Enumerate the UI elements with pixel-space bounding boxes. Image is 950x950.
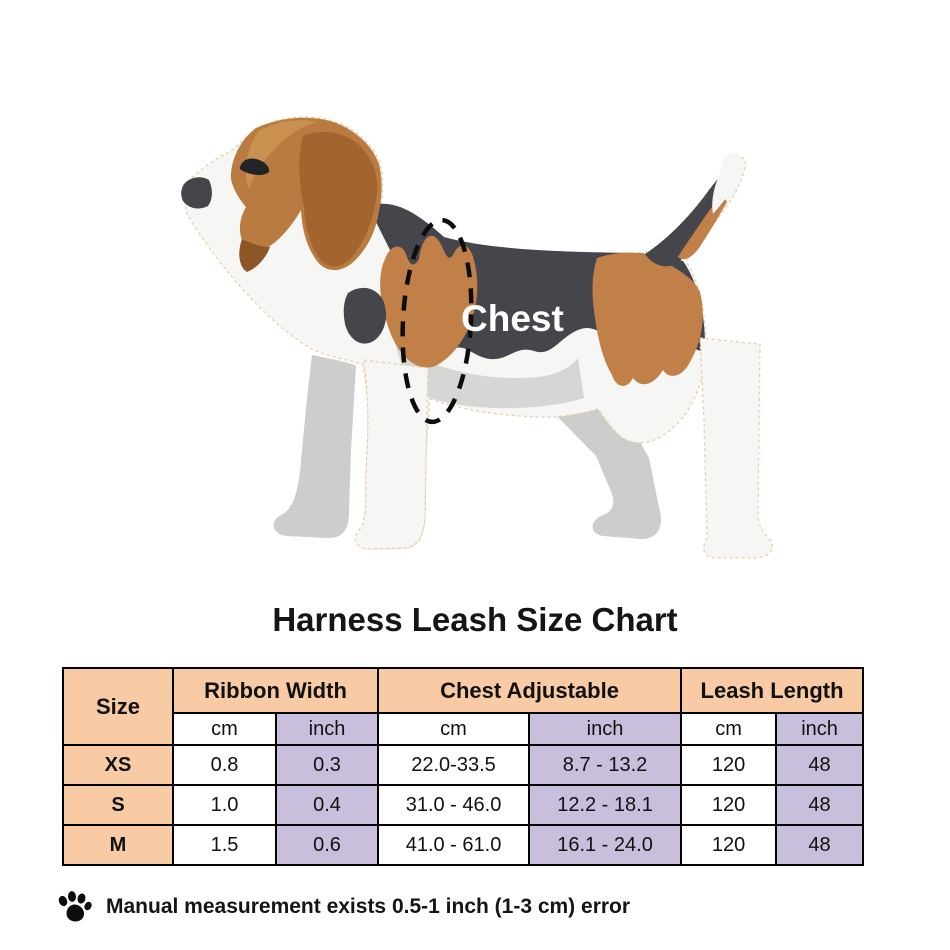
size-label: M [62,824,174,866]
unit-header-inch: inch [274,712,380,746]
table-row-s: S 1.0 0.4 31.0 - 46.0 12.2 - 18.1 120 48 [62,784,865,826]
chest-adjustable-header: Chest Adjustable [377,667,683,714]
table-row-m: M 1.5 0.6 41.0 - 61.0 16.1 - 24.0 120 48 [62,824,865,866]
cell-chest-cm: 31.0 - 46.0 [377,784,531,826]
size-column-header: Size [62,667,174,746]
dog-tail [645,152,744,267]
cell-ribbon-inch: 0.6 [274,824,380,866]
paw-icon [58,891,92,922]
ribbon-width-header: Ribbon Width [171,667,380,714]
dog-head [181,117,382,272]
table-unit-header-row: cm inch cm inch cm inch [63,712,865,746]
size-chart-table: Size Ribbon Width Chest Adjustable Leash… [62,667,865,866]
measurement-note: Manual measurement exists 0.5-1 inch (1-… [56,890,630,924]
unit-header-cm: cm [172,712,277,746]
cell-ribbon-cm: 1.0 [172,784,277,826]
leash-length-header: Leash Length [680,667,865,714]
cell-ribbon-cm: 0.8 [172,744,277,786]
beagle-illustration: Chest [181,116,773,559]
cell-leash-cm: 120 [680,784,778,826]
cell-chest-cm: 22.0-33.5 [377,744,531,786]
chest-measurement-ellipse [400,217,474,425]
size-label: S [62,784,174,826]
note-text: Manual measurement exists 0.5-1 inch (1-… [106,895,631,918]
cell-chest-inch: 12.2 - 18.1 [528,784,683,826]
chest-label: Chest [461,298,564,339]
cell-chest-inch: 16.1 - 24.0 [528,824,683,866]
cell-leash-cm: 120 [680,824,778,866]
cell-ribbon-inch: 0.3 [274,744,380,786]
dog-shoulder-spot [343,287,387,344]
unit-header-inch: inch [528,712,683,746]
unit-header-cm: cm [680,712,778,746]
cell-leash-inch: 48 [775,784,865,826]
unit-header-inch: inch [775,712,865,746]
dog-nose [181,177,212,209]
dog-eye [239,158,270,176]
cell-leash-inch: 48 [775,744,865,786]
dog-figure: Chest [181,116,773,559]
cell-leash-inch: 48 [775,824,865,866]
dog-far-legs [273,355,661,540]
cell-ribbon-cm: 1.5 [172,824,277,866]
dog-near-legs [354,337,773,559]
unit-header-cm: cm [377,712,531,746]
page-title: Harness Leash Size Chart [272,601,678,638]
cell-leash-cm: 120 [680,744,778,786]
size-label: XS [62,744,174,786]
dog-ear [299,131,378,267]
cell-chest-inch: 8.7 - 13.2 [528,744,683,786]
table-group-header-row: Size Ribbon Width Chest Adjustable Leash… [62,667,865,746]
size-chart: Size Ribbon Width Chest Adjustable Leash… [62,667,865,866]
dog-mouth-patch [239,239,270,272]
table-row-xs: XS 0.8 0.3 22.0-33.5 8.7 - 13.2 120 48 [62,744,865,786]
dog-belly-shade [396,346,584,409]
cell-ribbon-inch: 0.4 [274,784,380,826]
cell-chest-cm: 41.0 - 61.0 [377,824,531,866]
